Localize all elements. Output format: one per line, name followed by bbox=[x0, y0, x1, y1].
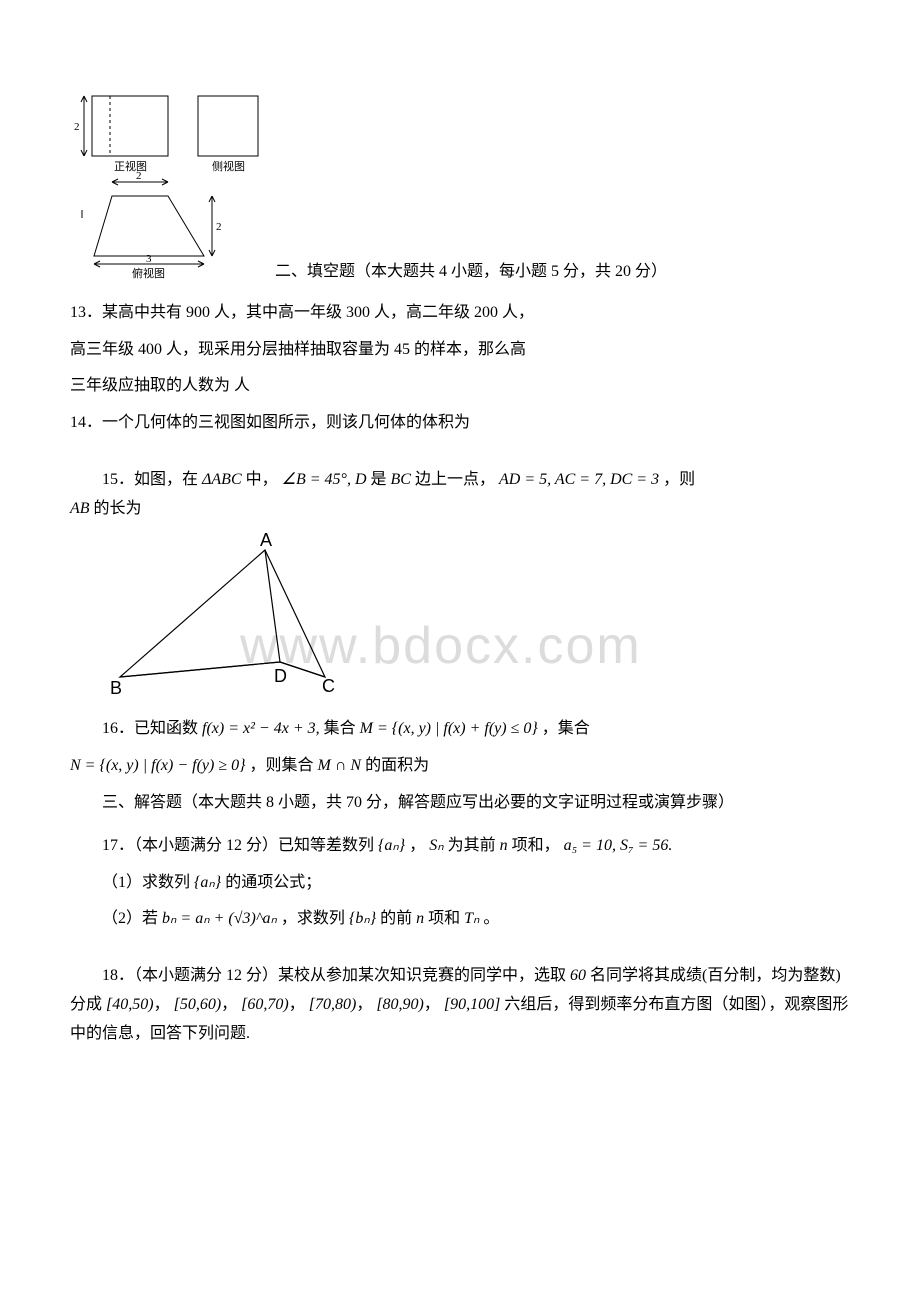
math-run: ∠B = 45°, D bbox=[282, 471, 367, 488]
dim-label: 2 bbox=[136, 170, 142, 182]
three-view-diagram: 2 正视图 侧视图 2 2 bbox=[70, 90, 275, 291]
triangle-diagram: A B D C bbox=[100, 532, 850, 708]
math-run: [80,90) bbox=[376, 996, 424, 1013]
q17-text: 17．（本小题满分 12 分）已知等差数列 {aₙ} ， Sₙ 为其前 n 项和… bbox=[70, 832, 850, 861]
q18-text: 18．（本小题满分 12 分）某校从参加某次知识竞赛的同学中，选取 60 名同学… bbox=[70, 962, 850, 1048]
math-run: n bbox=[500, 837, 508, 854]
q13-line: 13．某高中共有 900 人，其中高一年级 300 人，高二年级 200 人， bbox=[70, 299, 850, 328]
text-run: 为其前 bbox=[448, 837, 496, 854]
math-run: Tₙ bbox=[464, 910, 479, 927]
q16-text-2: N = {(x, y) | f(x) − f(y) ≥ 0} ，则集合 M ∩ … bbox=[70, 752, 850, 781]
math-run: [70,80) bbox=[309, 996, 357, 1013]
text-run: 集合 bbox=[324, 720, 356, 737]
text-run: ，求数列 bbox=[281, 910, 345, 927]
vertex-a: A bbox=[260, 532, 272, 550]
math-run: AD = 5, AC = 7, DC = 3 bbox=[499, 471, 659, 488]
top-view-label: 俯视图 bbox=[132, 266, 165, 280]
text-run: 项和， bbox=[512, 837, 560, 854]
text-run: 的前 bbox=[380, 910, 412, 927]
vertex-c: C bbox=[322, 676, 335, 696]
text-run: ， bbox=[409, 837, 425, 854]
math-run: [60,70) bbox=[241, 996, 289, 1013]
dim-label: 2 bbox=[216, 221, 222, 233]
text-run: 15．如图，在 bbox=[102, 471, 198, 488]
q13-line: 高三年级 400 人，现采用分层抽样抽取容量为 45 的样本，那么高 bbox=[70, 336, 850, 365]
vertex-d: D bbox=[274, 666, 287, 686]
text-run: 16．已知函数 bbox=[102, 720, 198, 737]
text-run: 的通项公式； bbox=[225, 874, 321, 891]
dim-label: 2 bbox=[74, 121, 80, 133]
q16-text: 16．已知函数 f(x) = x² − 4x + 3, 集合 M = {(x, … bbox=[70, 715, 850, 744]
q14-text: 14．一个几何体的三视图如图所示，则该几何体的体积为 bbox=[70, 409, 850, 438]
page-content: 2 正视图 侧视图 2 2 bbox=[70, 90, 850, 1049]
side-view-label: 侧视图 bbox=[212, 159, 245, 173]
q15-text: 15．如图，在 ΔABC 中， ∠B = 45°, D 是 BC 边上一点， A… bbox=[70, 466, 850, 524]
text-run: 中， bbox=[246, 471, 278, 488]
math-run: 60 bbox=[570, 967, 586, 984]
math-run: f(x) = x² − 4x + 3, bbox=[202, 720, 320, 737]
text-run: ，则集合 bbox=[250, 757, 314, 774]
text-run: 18．（本小题满分 12 分）某校从参加某次知识竞赛的同学中，选取 bbox=[102, 967, 566, 984]
math-run: M ∩ N bbox=[318, 757, 362, 774]
text-run: ，集合 bbox=[542, 720, 590, 737]
q17-sub2: （2）若 bₙ = aₙ + (√3)^aₙ ，求数列 {bₙ} 的前 n 项和… bbox=[70, 905, 850, 934]
q13-line: 三年级应抽取的人数为 人 bbox=[70, 372, 850, 401]
dim-label: 3 bbox=[146, 253, 152, 265]
math-run: a₅ = 10, S₇ = 56. bbox=[564, 837, 673, 854]
vertex-b: B bbox=[110, 678, 122, 697]
text-run: ，则 bbox=[663, 471, 695, 488]
text-run: 的长为 bbox=[94, 500, 142, 517]
text-run: 。 bbox=[483, 910, 499, 927]
section-3-heading: 三、解答题（本大题共 8 小题，共 70 分，解答题应写出必要的文字证明过程或演… bbox=[70, 789, 850, 818]
math-run: [90,100] bbox=[444, 996, 500, 1013]
math-run: {bₙ} bbox=[349, 910, 376, 927]
text-run: 项和 bbox=[428, 910, 460, 927]
text-run: 是 bbox=[371, 471, 387, 488]
math-run: [40,50) bbox=[106, 996, 154, 1013]
math-run: N = {(x, y) | f(x) − f(y) ≥ 0} bbox=[70, 757, 246, 774]
math-run: BC bbox=[391, 471, 411, 488]
math-run: Sₙ bbox=[429, 837, 443, 854]
section-2-heading: 二、填空题（本大题共 4 小题，每小题 5 分，共 20 分） bbox=[275, 258, 850, 287]
q17-sub1: （1）求数列 {aₙ} 的通项公式； bbox=[70, 869, 850, 898]
top-figure-row: 2 正视图 侧视图 2 2 bbox=[70, 90, 850, 291]
math-run: M = {(x, y) | f(x) + f(y) ≤ 0} bbox=[360, 720, 538, 737]
math-run: AB bbox=[70, 495, 90, 524]
math-run: ΔABC bbox=[202, 471, 242, 488]
text-run: 边上一点， bbox=[415, 471, 495, 488]
math-run: bₙ = aₙ + (√3)^aₙ bbox=[162, 910, 277, 927]
front-view-label: 正视图 bbox=[114, 159, 147, 173]
math-run: n bbox=[416, 910, 424, 927]
math-run: {aₙ} bbox=[378, 837, 405, 854]
text-run: （2）若 bbox=[102, 910, 158, 927]
text-run: 的面积为 bbox=[365, 757, 429, 774]
text-run: 17．（本小题满分 12 分）已知等差数列 bbox=[102, 837, 374, 854]
math-run: [50,60) bbox=[174, 996, 222, 1013]
math-run: {aₙ} bbox=[194, 874, 221, 891]
text-run: （1）求数列 bbox=[102, 874, 190, 891]
